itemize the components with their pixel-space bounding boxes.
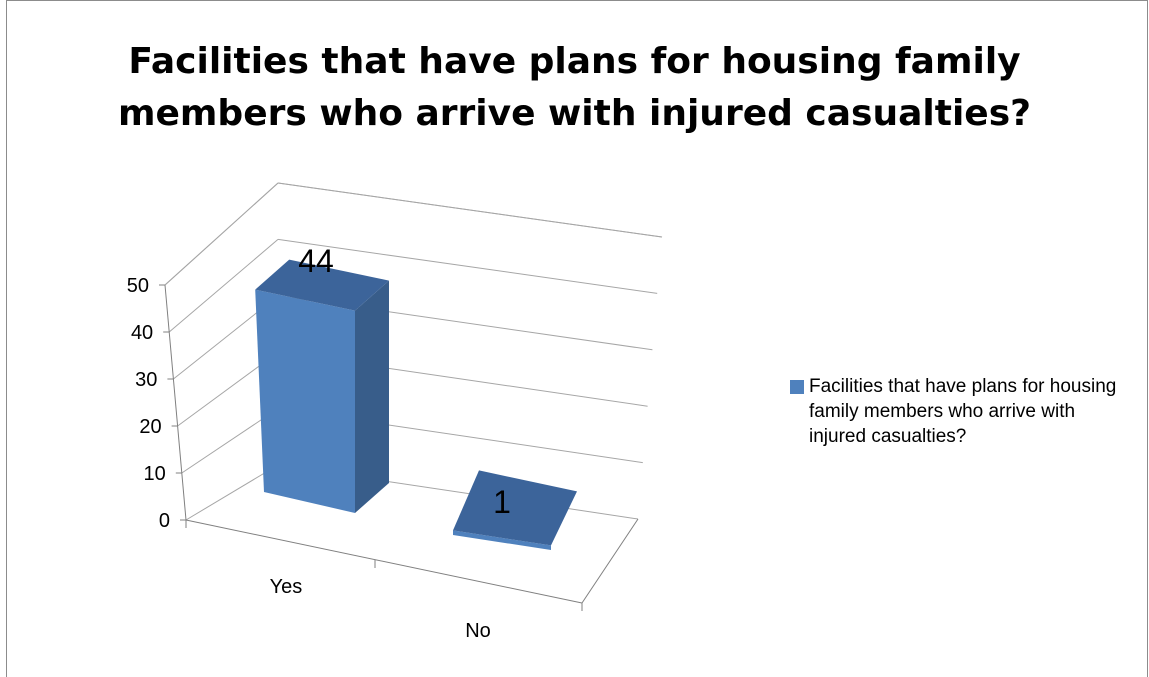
- chart-title-line-1: Facilities that have plans for housing f…: [128, 41, 1021, 82]
- x-tick-label-no: No: [465, 620, 491, 642]
- chart-frame: [6, 0, 1148, 677]
- y-axis-line: [164, 284, 187, 521]
- y-tick-label-0: 0: [159, 510, 170, 532]
- legend-entry-label: Facilities that have plans for housing f…: [809, 376, 1117, 447]
- data-label-yes: 44: [298, 243, 334, 279]
- bar-front-no: [453, 530, 551, 550]
- y-tick-label-50: 50: [127, 275, 149, 297]
- x-tick-label-yes: Yes: [270, 576, 303, 598]
- floor-right-edge: [581, 518, 639, 604]
- axes: [164, 284, 639, 611]
- bar-front-yes: [255, 289, 355, 513]
- y-tick-label-20: 20: [139, 416, 161, 438]
- y-tick-label-40: 40: [131, 322, 153, 344]
- legend: Facilities that have plans for housing f…: [790, 374, 1120, 449]
- x-tick-labels: Yes No: [270, 576, 491, 642]
- gridline-back-50: [277, 182, 663, 238]
- bar-top-no: [453, 470, 577, 546]
- chart-walls: [164, 182, 663, 286]
- data-label-no: 1: [493, 484, 511, 520]
- bar-side-yes: [355, 280, 389, 513]
- y-tick-label-10: 10: [144, 463, 166, 485]
- legend-swatch: [790, 380, 804, 394]
- gridline-side-40: [168, 239, 279, 333]
- y-tick-labels: 0 10 20 30 40 50: [127, 275, 170, 532]
- chart-title-line-2: members who arrive with injured casualti…: [117, 93, 1032, 134]
- bar-top-yes: [255, 259, 389, 311]
- gridline-side-50: [164, 182, 279, 286]
- chart-title: Facilities that have plans for housing f…: [0, 36, 1149, 140]
- y-tick-label-30: 30: [135, 369, 157, 391]
- gridline-side-0: [185, 464, 279, 521]
- x-axis-line: [185, 519, 583, 604]
- data-labels: 44 1: [298, 243, 511, 520]
- bars: [255, 259, 577, 550]
- gridlines: [159, 182, 663, 521]
- gridline-back-40: [277, 238, 658, 294]
